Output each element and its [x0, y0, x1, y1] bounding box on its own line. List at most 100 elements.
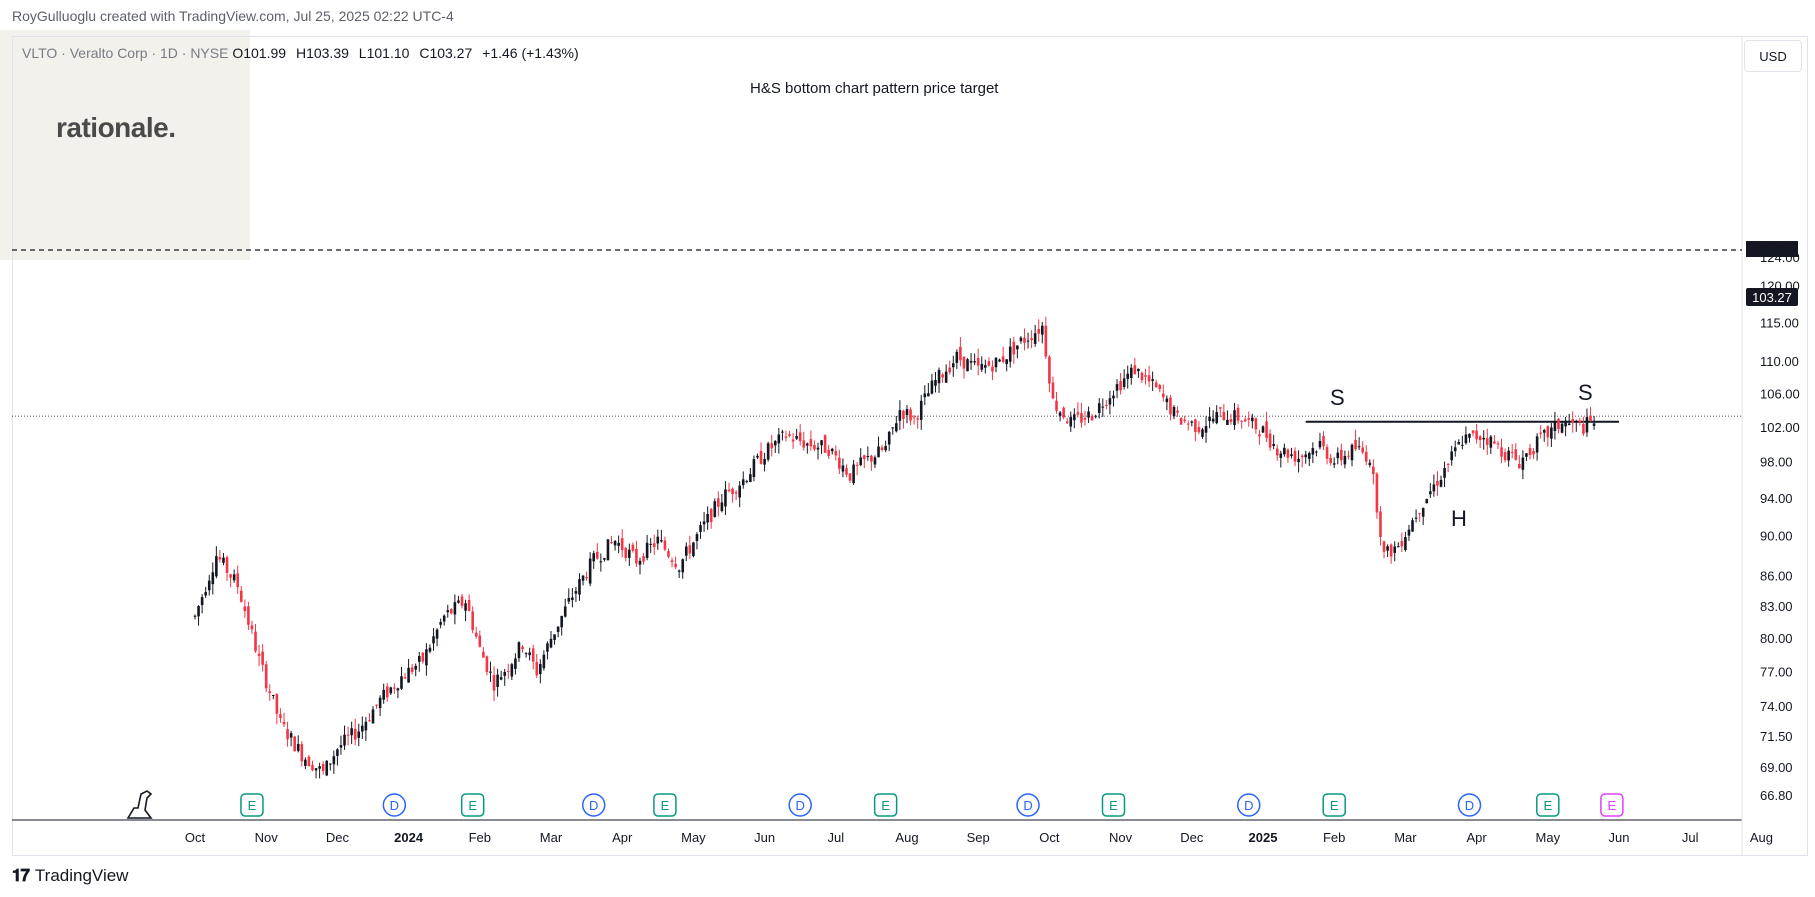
candle-body [1240, 420, 1243, 422]
candle-body [432, 636, 435, 644]
candle-body [1329, 457, 1332, 464]
candle-body [1585, 417, 1589, 433]
candle-body [1112, 395, 1115, 399]
candle-body [417, 655, 421, 662]
candle-body [1553, 421, 1557, 432]
candle-body [1019, 337, 1023, 342]
candle-body [1048, 356, 1051, 384]
candle-body [1354, 439, 1357, 450]
candle-body [361, 725, 364, 732]
candle-body [606, 539, 610, 561]
candle-body [1243, 419, 1247, 422]
dividend-icon [581, 793, 606, 817]
candle-body [275, 694, 279, 714]
candle-body [1201, 429, 1204, 437]
candle-body [1510, 452, 1514, 454]
candle-body [1421, 508, 1425, 517]
candle-body [378, 697, 382, 709]
dividend-icon-letter: D [589, 798, 598, 813]
candle-body [1560, 423, 1564, 433]
x-tick-label: Jul [827, 830, 844, 845]
candle-body [1162, 393, 1165, 398]
candle-body [1411, 520, 1414, 532]
candle-body [546, 643, 549, 652]
candle-body [1443, 467, 1446, 478]
candle-body [1450, 451, 1453, 461]
candle-body [1023, 337, 1026, 343]
candle-body [613, 540, 617, 546]
candle-body [1140, 372, 1144, 381]
x-tick-label: Jun [1609, 830, 1630, 845]
candle-body [1343, 455, 1347, 465]
candle-body [1407, 529, 1411, 536]
earnings-icon [873, 793, 898, 817]
change-value: +1.46 (+1.43%) [482, 45, 579, 61]
last-price-badge: 103.27 [1746, 288, 1798, 306]
candle-body [446, 610, 450, 613]
y-tick-label: 110.00 [1760, 354, 1799, 369]
candle-body [403, 677, 407, 679]
candle-body [1097, 403, 1101, 413]
dividend-icon [1237, 793, 1261, 817]
candle-body [510, 664, 514, 677]
tradingview-logo[interactable]: 𝟏𝟕 TradingView [12, 866, 128, 886]
x-tick-label: Apr [1466, 830, 1487, 845]
x-tick-label: Oct [1039, 830, 1060, 845]
candle-body [425, 649, 428, 666]
candle-body [1158, 384, 1162, 390]
candle-body [1283, 447, 1286, 455]
candle-body [1016, 345, 1019, 350]
currency-button[interactable]: USD [1744, 40, 1802, 72]
candle-body [193, 615, 197, 617]
candle-body [1190, 421, 1194, 423]
candle-body [628, 549, 631, 558]
candle-body [795, 436, 798, 439]
candle-body [1461, 444, 1464, 446]
candle-body [798, 432, 802, 442]
candle-body [1044, 325, 1048, 357]
candle-body [1482, 437, 1486, 440]
candle-body [610, 542, 613, 544]
candle-body [1382, 541, 1386, 552]
candle-body [364, 721, 368, 731]
dividend-icon [382, 793, 407, 817]
x-tick-label: Dec [326, 830, 350, 845]
symbol-label[interactable]: VLTO · Veralto Corp · 1D · NYSE [22, 45, 229, 61]
y-tick-label: 98.00 [1760, 455, 1793, 470]
candle-body [1258, 434, 1261, 437]
candle-body [1340, 449, 1343, 461]
candle-body [1005, 359, 1008, 365]
candle-body [1094, 415, 1097, 417]
x-tick-label: Aug [895, 830, 918, 845]
replay-icon[interactable] [126, 790, 153, 819]
candle-body [934, 379, 937, 386]
x-tick-label: Jun [754, 830, 775, 845]
candle-body [588, 558, 592, 584]
candle-body [1144, 375, 1147, 377]
y-tick-label: 80.00 [1760, 631, 1793, 646]
candle-body [207, 580, 211, 591]
candle-body [272, 694, 275, 696]
x-tick-label: 2025 [1249, 830, 1278, 845]
candle-body [791, 439, 795, 442]
candle-body [567, 597, 571, 602]
candle-body [428, 647, 432, 652]
left-shoulder-label: S [1330, 385, 1345, 410]
candle-body [453, 602, 457, 615]
candle-body [496, 674, 499, 687]
candle-body [919, 400, 923, 420]
y-tick-label: 77.00 [1760, 664, 1793, 679]
candle-body [1336, 452, 1340, 459]
candle-body [912, 416, 916, 418]
y-tick-label: 69.00 [1760, 760, 1793, 775]
candle-body [781, 431, 784, 433]
candle-body [1379, 511, 1382, 538]
candle-body [955, 351, 959, 363]
candle-body [1040, 325, 1044, 335]
candle-body [293, 736, 296, 752]
candle-body [1514, 449, 1518, 460]
candle-body [1076, 412, 1080, 415]
candle-body [877, 446, 880, 458]
candle-body [1126, 373, 1130, 379]
